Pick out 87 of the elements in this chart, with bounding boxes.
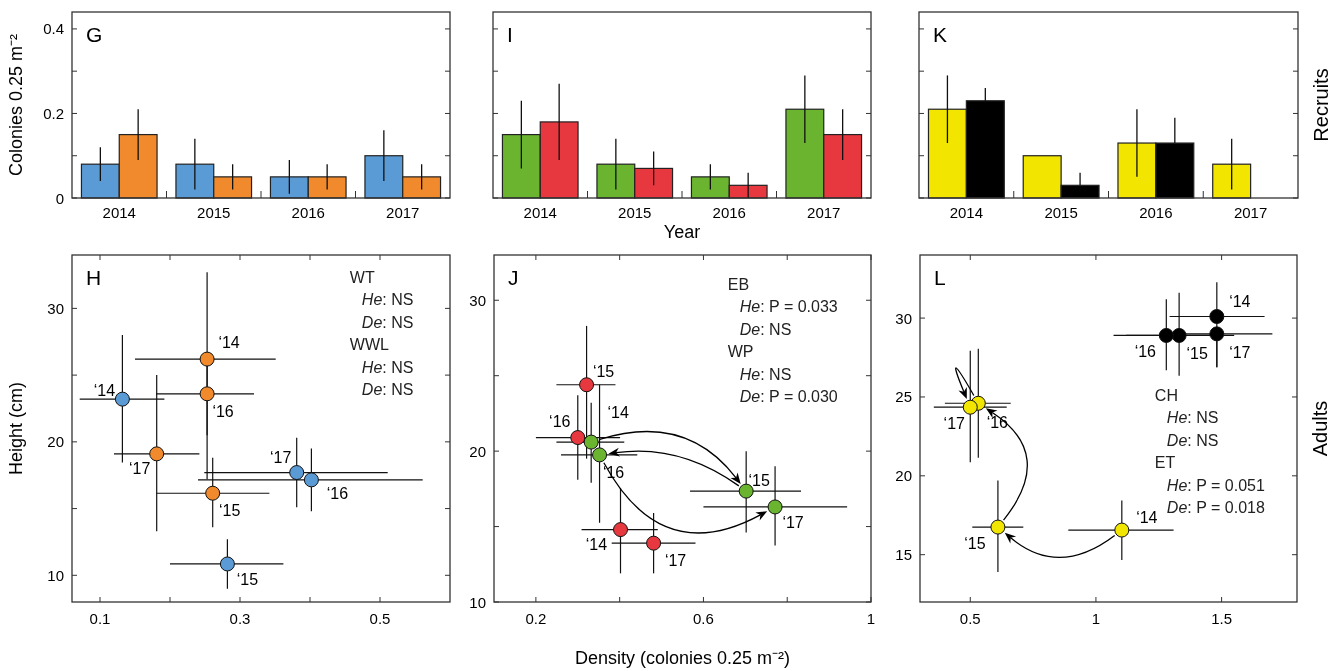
annotation: ‘15: [236, 571, 259, 589]
annotation: ‘14: [585, 536, 608, 554]
annotation: He: NS: [1166, 409, 1219, 427]
x-tick-label: 2016: [712, 204, 746, 221]
x-tick-label: 2017: [386, 204, 420, 221]
x-tick-label: 0.5: [959, 610, 981, 627]
annotation: ‘14: [218, 333, 240, 351]
x-tick-label: 2015: [618, 204, 652, 221]
x-tick-label: 1.5: [1211, 610, 1233, 627]
text: G: [86, 23, 103, 46]
text: K: [933, 23, 948, 46]
x-tick-label: 2017: [807, 204, 841, 221]
y-tick-label: 30: [469, 291, 486, 309]
annotation: ‘15: [964, 534, 986, 552]
y-tick-label: 15: [895, 546, 912, 564]
text: H: [86, 266, 102, 289]
x-tick-label: 0.6: [693, 610, 714, 627]
x-tick-label: 2015: [1044, 204, 1078, 221]
y-tick-label: 0.4: [43, 20, 64, 38]
annotation: WP: [727, 343, 754, 361]
y-axis-title: Height (cm): [6, 381, 26, 476]
x-tick-label: 2015: [197, 204, 231, 221]
text: J: [508, 266, 519, 289]
y-tick-label: 30: [47, 299, 64, 317]
x-tick-label: 1: [1091, 610, 1101, 627]
x-tick-label: 0.5: [369, 610, 391, 627]
y-tick-label: 20: [895, 467, 912, 485]
annotation: ‘14: [93, 381, 116, 399]
annotation: ‘14: [607, 403, 629, 421]
annotation: ‘17: [664, 551, 687, 569]
x-tick-label: 2016: [1139, 204, 1173, 221]
y-tick-label: 20: [47, 433, 64, 451]
annotation: He: P = 0.033: [739, 298, 838, 316]
annotation: ‘17: [1229, 344, 1251, 362]
annotation: ‘17: [943, 414, 966, 432]
x-tick-label: 2014: [102, 204, 136, 221]
text: I: [507, 23, 513, 46]
y-axis-title: Colonies 0.25 m⁻²: [6, 33, 26, 177]
y-tick-label: 0.2: [43, 104, 64, 122]
x-axis-title: Density (colonies 0.25 m⁻²): [574, 648, 791, 668]
annotation: ‘16: [326, 485, 349, 503]
annotation: De: NS: [1166, 431, 1219, 449]
y-tick-label: 0: [55, 189, 64, 207]
annotation: CH: [1154, 386, 1178, 404]
y2-axis-title: Recruits: [1310, 68, 1332, 142]
annotation: ‘16: [212, 403, 234, 421]
annotation: ‘14: [1136, 508, 1158, 526]
annotation: ‘16: [986, 413, 1009, 431]
x-tick-label: 2017: [1233, 204, 1268, 221]
annotation: He: NS: [361, 358, 414, 376]
annotation: ‘17: [129, 460, 151, 478]
annotation: He: NS: [739, 365, 792, 383]
annotation: ‘16: [1134, 342, 1157, 360]
annotation: WWL: [349, 336, 390, 354]
y-tick-label: 10: [47, 566, 64, 584]
x-tick-label: 0.2: [525, 610, 547, 627]
y-tick-label: 10: [469, 593, 486, 611]
y-tick-label: 25: [895, 388, 912, 406]
annotation: ‘15: [748, 471, 770, 489]
annotation: ‘14: [1229, 293, 1251, 311]
annotation: WT: [349, 268, 375, 286]
y-tick-label: 20: [469, 442, 486, 460]
x-tick-label: 1: [866, 610, 876, 627]
annotation: ‘15: [219, 501, 241, 519]
annotation: ET: [1154, 454, 1176, 472]
annotation: De: P = 0.030: [739, 388, 838, 406]
annotation: He: P = 0.051: [1166, 476, 1265, 494]
x-axis-title: Year: [663, 222, 701, 242]
annotation: ‘17: [782, 514, 804, 532]
annotation: He: NS: [361, 291, 414, 309]
text: L: [934, 266, 946, 289]
annotation: De: NS: [739, 320, 792, 338]
annotation: De: P = 0.018: [1166, 499, 1265, 517]
x-tick-label: 2014: [949, 204, 984, 221]
y-tick-label: 30: [895, 309, 912, 327]
annotation: De: NS: [361, 381, 414, 399]
annotation: ‘15: [1186, 344, 1208, 362]
x-tick-label: 0.1: [89, 610, 111, 627]
annotation: De: NS: [361, 313, 414, 331]
annotation: EB: [727, 275, 750, 293]
x-tick-label: 2016: [291, 204, 325, 221]
x-tick-label: 2014: [523, 204, 557, 221]
x-tick-label: 0.3: [229, 610, 251, 627]
annotation: ‘17: [270, 449, 292, 467]
annotation: ‘16: [549, 413, 571, 431]
y2-axis-title: Adults: [1309, 400, 1331, 457]
annotation: ‘15: [592, 363, 615, 381]
